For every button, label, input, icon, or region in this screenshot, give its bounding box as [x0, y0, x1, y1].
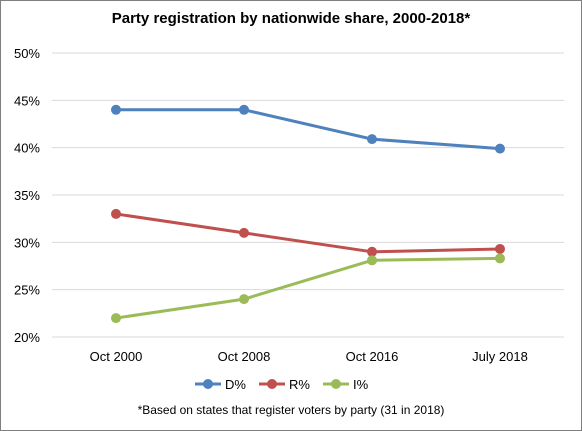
x-tick-label: Oct 2016	[346, 349, 399, 364]
data-point	[495, 243, 505, 254]
legend-label: D%	[225, 377, 246, 392]
y-tick-label: 45%	[14, 93, 40, 108]
data-point	[111, 104, 121, 115]
y-tick-label: 50%	[14, 46, 40, 61]
legend-label: R%	[289, 377, 310, 392]
legend-swatch-marker	[203, 379, 213, 389]
y-tick-label: 20%	[14, 330, 40, 345]
gridlines	[52, 52, 564, 338]
y-tick-label: 25%	[14, 283, 40, 298]
y-tick-label: 40%	[14, 141, 40, 156]
legend: D% R% I%	[195, 377, 369, 392]
data-point	[367, 255, 377, 266]
x-tick-label: July 2018	[472, 349, 528, 364]
series-group	[111, 104, 505, 324]
data-point	[111, 313, 121, 324]
data-point	[495, 143, 505, 154]
x-tick-label: Oct 2000	[90, 349, 143, 364]
data-point	[239, 104, 249, 115]
data-point	[239, 294, 249, 305]
legend-swatch-marker	[267, 379, 277, 389]
footnote: *Based on states that register voters by…	[137, 403, 445, 417]
y-tick-label: 30%	[14, 235, 40, 250]
series-line-D	[116, 108, 501, 151]
data-point	[367, 134, 377, 145]
data-point	[495, 253, 505, 264]
x-axis: Oct 2000 Oct 2008 Oct 2016 July 2018	[90, 349, 528, 364]
legend-label: I%	[353, 377, 369, 392]
series-line-R	[115, 212, 501, 254]
x-tick-label: Oct 2008	[218, 349, 271, 364]
y-tick-label: 35%	[14, 188, 40, 203]
chart-title: Party registration by nationwide share, …	[111, 10, 471, 27]
series-line-I	[115, 256, 501, 320]
legend-swatch-marker	[331, 379, 341, 389]
data-point	[111, 208, 121, 219]
data-point	[367, 246, 377, 257]
data-point	[239, 227, 249, 238]
y-axis: 20% 25% 30% 35% 40% 45% 50%	[14, 46, 40, 345]
